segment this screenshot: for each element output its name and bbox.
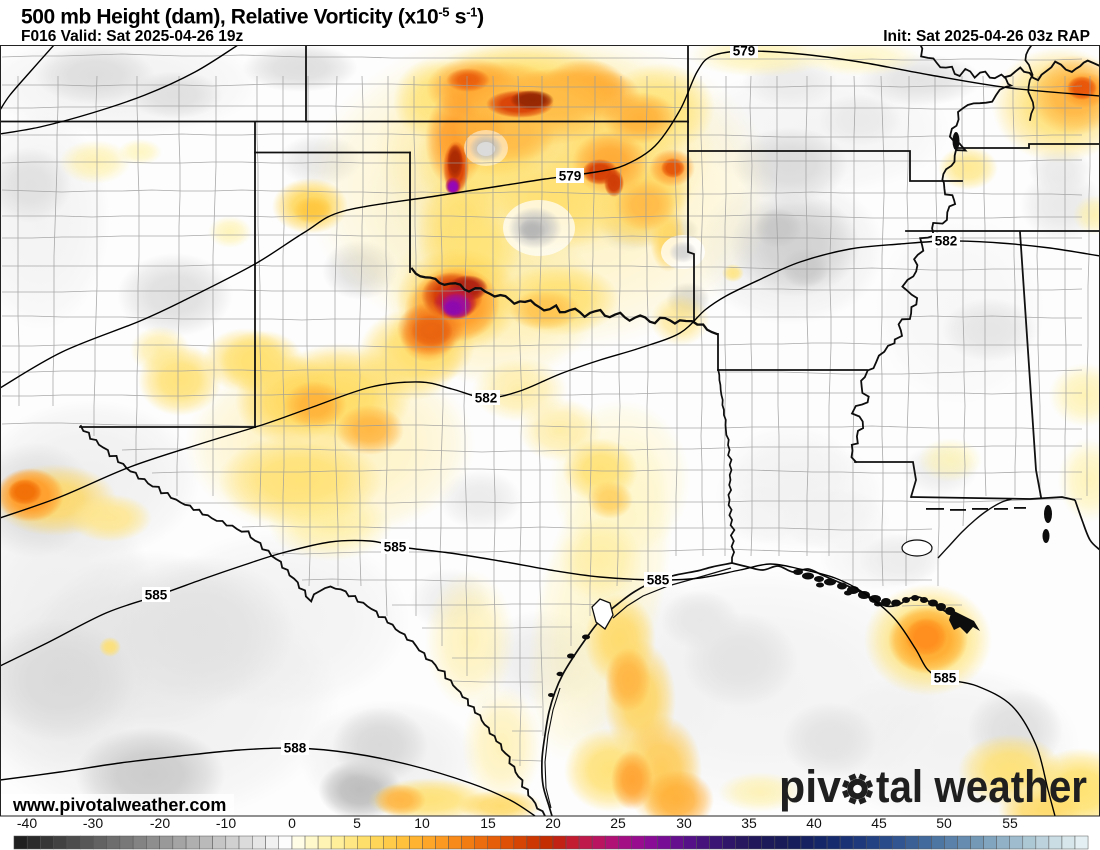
svg-text:500 mb Height (dam), Relative: 500 mb Height (dam), Relative Vorticity …	[21, 5, 484, 29]
svg-text:15: 15	[480, 815, 496, 831]
svg-text:588: 588	[284, 741, 307, 756]
svg-text:585: 585	[145, 588, 168, 603]
svg-text:35: 35	[741, 815, 757, 831]
svg-text:-40: -40	[17, 815, 37, 831]
svg-text:40: 40	[806, 815, 822, 831]
svg-text:-20: -20	[150, 815, 170, 831]
svg-text:585: 585	[647, 573, 670, 588]
svg-text:55: 55	[1002, 815, 1018, 831]
svg-text:50: 50	[936, 815, 952, 831]
svg-text:579: 579	[559, 169, 582, 184]
svg-text:20: 20	[545, 815, 561, 831]
svg-text:25: 25	[610, 815, 626, 831]
svg-text:10: 10	[414, 815, 430, 831]
svg-text:585: 585	[934, 671, 957, 686]
svg-text:Init: Sat 2025-04-26 03z RAP: Init: Sat 2025-04-26 03z RAP	[883, 28, 1090, 45]
svg-text:5: 5	[353, 815, 361, 831]
svg-text:tal weather: tal weather	[876, 761, 1087, 812]
svg-text:0: 0	[288, 815, 296, 831]
svg-text:www.pivotalweather.com: www.pivotalweather.com	[12, 795, 226, 815]
svg-text:30: 30	[676, 815, 692, 831]
svg-text:585: 585	[384, 540, 407, 555]
svg-text:piv: piv	[779, 761, 841, 812]
svg-text:45: 45	[871, 815, 887, 831]
svg-text:582: 582	[935, 234, 958, 249]
svg-text:-30: -30	[83, 815, 103, 831]
svg-text:F016 Valid: Sat 2025-04-26 19z: F016 Valid: Sat 2025-04-26 19z	[21, 28, 244, 45]
svg-text:-10: -10	[216, 815, 236, 831]
svg-text:582: 582	[475, 391, 498, 406]
svg-text:579: 579	[733, 44, 756, 59]
